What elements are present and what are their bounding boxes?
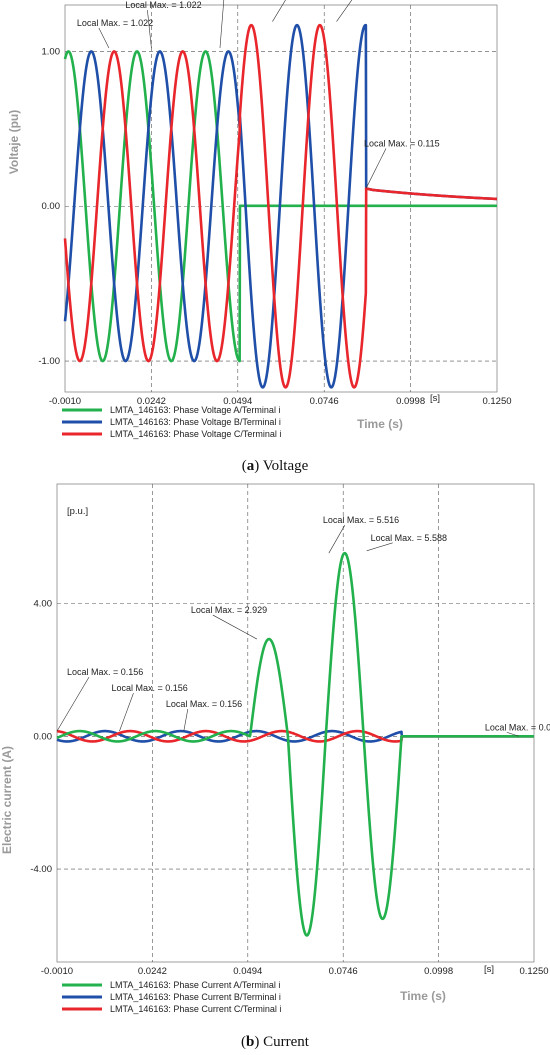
legend-entry: LMTA_146163: Phase Current B/Terminal i <box>110 992 281 1002</box>
y-tick-label: 0.00 <box>34 731 53 742</box>
y-axis-label: Electric current (A) <box>0 746 14 854</box>
legend-entry: LMTA_146163: Phase Voltage C/Terminal i <box>110 429 281 439</box>
y-tick-label: 4.00 <box>34 599 53 610</box>
x-tick-label: 0.0242 <box>137 396 166 407</box>
annotation-label: Local Max. = 5.516 <box>323 515 399 525</box>
x-unit-label: [s] <box>484 964 494 975</box>
x-tick-label: 0.1250 <box>519 966 548 977</box>
annotation-leader <box>336 0 353 22</box>
annotation-label: Local Max. = 0.000 <box>485 722 550 732</box>
x-tick-label: 0.0242 <box>138 966 167 977</box>
x-axis-label: Time (s) <box>400 989 446 1003</box>
annotation-leader <box>147 10 152 49</box>
annotation-leader <box>272 0 286 22</box>
y-tick-label: 0.00 <box>42 201 61 212</box>
annotation-label: Local Max. = 0.156 <box>67 667 143 677</box>
annotation-leader <box>183 709 189 732</box>
annotation-leader <box>328 525 346 554</box>
x-unit-label: [s] <box>430 393 440 404</box>
legend-entry: LMTA_146163: Phase Voltage B/Terminal i <box>110 417 281 427</box>
plot-frame-1 <box>56 483 535 963</box>
y-tick-label: -4.00 <box>30 864 52 875</box>
x-tick-label: 0.0746 <box>310 396 339 407</box>
figure-caption: (b) Current <box>241 1034 310 1050</box>
annotation-label: Local Max. = 1.022 <box>125 0 201 10</box>
x-tick-label: -0.0010 <box>41 966 73 977</box>
x-tick-label: 0.0494 <box>233 966 262 977</box>
legend-entry: LMTA_146163: Phase Current A/Terminal i <box>110 980 280 990</box>
x-tick-label: 0.0494 <box>223 396 252 407</box>
annotation-label: Local Max. = 1.022 <box>77 18 153 28</box>
x-axis-label: Time (s) <box>357 417 403 431</box>
y-axis-label: Voltaje (pu) <box>7 110 21 174</box>
annotation-label: Local Max. = 0.156 <box>166 699 242 709</box>
y-tick-label: 1.00 <box>42 46 61 57</box>
legend-entry: LMTA_146163: Phase Voltage A/Terminal i <box>110 405 280 415</box>
annotation-leader <box>365 148 387 189</box>
annotation-leader <box>212 614 258 640</box>
annotation-label: Local Max. = 2.929 <box>191 605 267 615</box>
annotation-leader <box>98 27 110 49</box>
annotation-leader <box>119 692 134 732</box>
x-tick-label: 0.0998 <box>424 966 453 977</box>
x-tick-label: -0.0010 <box>49 396 81 407</box>
annotation-label: Local Max. = 0.156 <box>111 683 187 693</box>
y-tick-label: -1.00 <box>38 356 60 367</box>
annotation-label: Local Max. = 5.588 <box>371 533 447 543</box>
annotation-leader <box>219 0 225 49</box>
annotation-label: Local Max. = 0.115 <box>364 138 440 148</box>
x-tick-label: 0.0998 <box>396 396 425 407</box>
annotation-leader <box>506 731 519 737</box>
x-tick-label: 0.1250 <box>482 396 511 407</box>
legend-entry: LMTA_146163: Phase Current C/Terminal i <box>110 1004 281 1014</box>
x-tick-label: 0.0746 <box>329 966 358 977</box>
series-line <box>63 23 498 389</box>
annotation-leader <box>366 542 393 552</box>
y-unit-label: [p.u.] <box>67 506 88 517</box>
figure-caption: (a) Voltage <box>242 458 309 474</box>
series-line <box>56 551 535 937</box>
annotation-leader <box>56 676 90 732</box>
